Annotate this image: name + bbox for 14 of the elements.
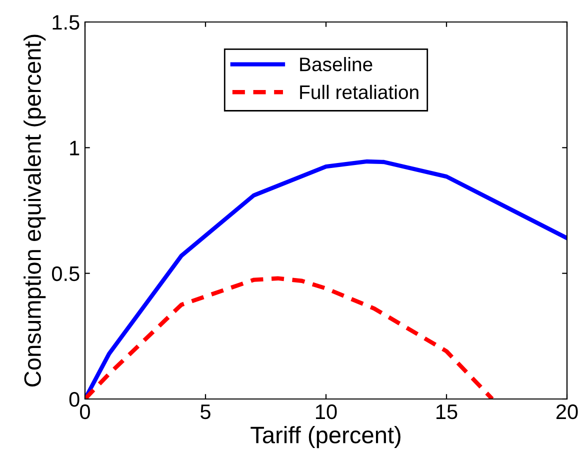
legend-label: Baseline: [300, 57, 372, 72]
x-tick-label: 20: [556, 404, 578, 420]
x-tick-label: 10: [316, 404, 337, 420]
legend-label: Full retaliation: [300, 84, 418, 100]
x-tick-label: 5: [200, 404, 210, 420]
x-tick-label: 15: [436, 404, 458, 420]
line-series: [85, 276, 494, 399]
y-tick-label: 0.5: [52, 266, 80, 282]
y-tick-label: 1.5: [52, 15, 80, 30]
x-tick-label: 0: [80, 404, 90, 420]
x-axis-title: Tariff (percent): [250, 426, 400, 448]
y-axis-title: Consumption equivalent (percent): [24, 34, 46, 386]
y-tick-label: 0: [69, 392, 80, 407]
y-tick-label: 1: [70, 140, 80, 156]
